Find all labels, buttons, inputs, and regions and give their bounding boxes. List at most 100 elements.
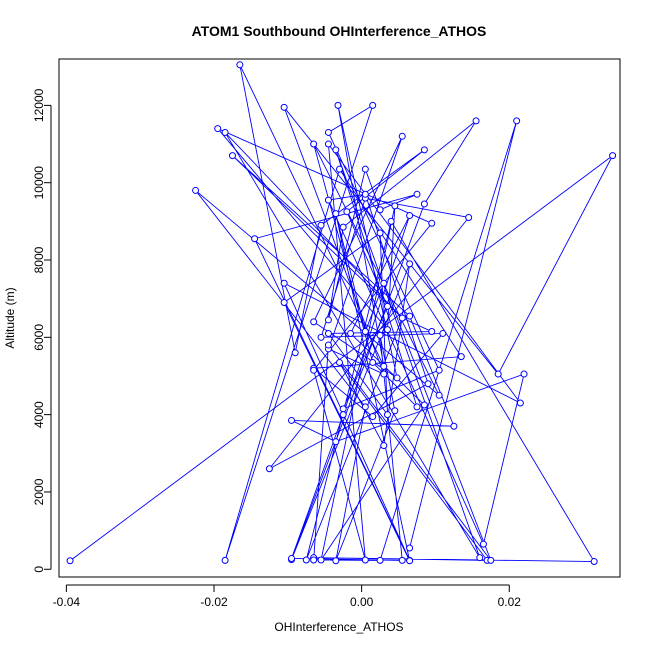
y-axis-label: Altitude (m) [3, 287, 17, 348]
data-point [439, 329, 447, 337]
data-point [291, 349, 299, 357]
data-point [520, 370, 528, 378]
data-point [383, 411, 391, 419]
y-tick-label: 6000 [32, 324, 46, 351]
data-point [265, 465, 273, 473]
data-point [361, 190, 369, 198]
data-point [494, 370, 502, 378]
chart-title: ATOM1 Southbound OHInterference_ATHOS [192, 23, 487, 39]
x-axis: -0.04 -0.02 0.00 0.02 [53, 584, 522, 609]
data-point [380, 279, 388, 287]
data-point [420, 200, 428, 208]
data-point [361, 328, 369, 336]
data-point [339, 223, 347, 231]
x-tick-label: -0.02 [200, 595, 228, 609]
data-point [280, 103, 288, 111]
data-point [214, 125, 222, 133]
data-point [324, 128, 332, 136]
data-point [336, 165, 343, 173]
data-point [376, 556, 384, 564]
data-point [420, 146, 428, 154]
data-point [339, 405, 347, 413]
data-point [393, 374, 401, 382]
y-tick-label: 2000 [32, 478, 46, 505]
data-point [361, 165, 369, 173]
data-point [310, 318, 318, 326]
y-tick-label: 10000 [32, 166, 46, 200]
y-tick-label: 8000 [32, 246, 46, 273]
data-point [221, 128, 229, 136]
data-point [387, 217, 395, 225]
data-point [413, 403, 421, 411]
data-point [361, 403, 369, 411]
series-layer [66, 61, 617, 566]
data-point [228, 152, 236, 160]
plot-frame [58, 58, 621, 578]
data-point [280, 279, 288, 287]
data-point [192, 186, 200, 194]
data-point [343, 208, 351, 216]
data-point [413, 190, 421, 198]
data-point [457, 353, 465, 361]
y-tick-label: 12000 [32, 88, 46, 122]
data-point [479, 540, 487, 548]
data-point [251, 235, 259, 243]
data-point [332, 210, 340, 218]
data-point [609, 152, 617, 160]
data-point [324, 316, 332, 324]
data-point [391, 407, 399, 415]
x-axis-label: OHInterference_ATHOS [274, 620, 403, 634]
data-point [324, 341, 332, 349]
data-point [376, 331, 384, 339]
data-point [369, 358, 377, 366]
y-tick-label: 4000 [32, 401, 46, 428]
data-point [406, 312, 414, 320]
data-point [221, 556, 229, 564]
data-point [236, 61, 244, 69]
data-point [380, 442, 388, 450]
data-point [332, 146, 340, 154]
data-point [424, 380, 432, 388]
data-point [336, 358, 343, 366]
data-point [380, 370, 388, 378]
data-point [398, 132, 406, 140]
data-point [487, 556, 495, 564]
data-point [590, 558, 598, 566]
y-tick-label: 0 [32, 566, 46, 573]
series-line [69, 64, 614, 563]
data-point [317, 333, 325, 341]
data-point [324, 140, 332, 148]
data-point [472, 117, 480, 125]
data-point [383, 326, 391, 334]
data-point [66, 557, 74, 565]
data-point [516, 399, 524, 407]
data-point [476, 554, 484, 562]
data-point [420, 401, 428, 409]
data-point [406, 212, 414, 220]
data-point [369, 413, 377, 421]
data-point [324, 196, 332, 204]
data-point [334, 101, 342, 109]
data-point [435, 391, 443, 399]
data-point [435, 366, 443, 374]
data-point [339, 411, 347, 419]
data-point [406, 260, 414, 268]
x-tick-label: 0.02 [498, 595, 522, 609]
data-point [361, 556, 369, 564]
data-point [332, 557, 340, 565]
data-point [302, 556, 310, 564]
data-point [428, 219, 436, 227]
data-point [317, 221, 325, 229]
data-point [465, 213, 473, 221]
data-point [288, 554, 296, 562]
data-point [450, 422, 458, 430]
data-point [369, 101, 377, 109]
data-point [391, 202, 399, 210]
data-point [380, 362, 388, 370]
data-point [324, 329, 332, 337]
data-point [383, 302, 391, 310]
data-point [398, 556, 406, 564]
data-point [280, 299, 288, 307]
data-point [332, 438, 340, 446]
